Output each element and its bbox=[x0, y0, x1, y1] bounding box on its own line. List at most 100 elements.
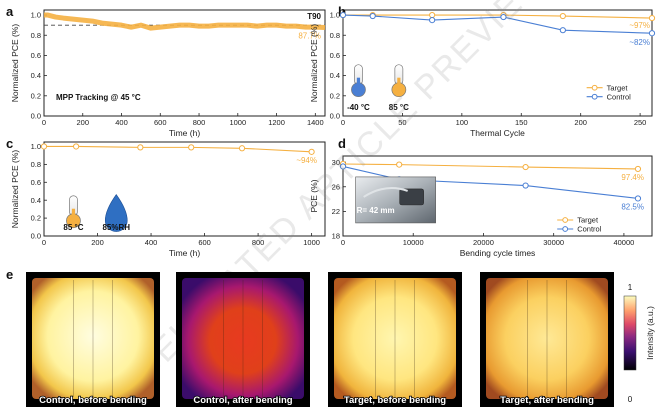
data-point-control bbox=[559, 27, 566, 34]
chart-c: 0 200 400 600 800 1000 0.0 0.2 0.4 0.6 0.8 1.0 Time … bbox=[6, 136, 326, 258]
x-tick-label: 800 bbox=[252, 238, 265, 247]
t90-label: T90 bbox=[307, 12, 321, 21]
y-tick-label: 18 bbox=[332, 232, 340, 241]
y-tick-label: 0.2 bbox=[330, 91, 340, 100]
end-label-control: ~82% bbox=[629, 38, 650, 47]
data-point-target bbox=[238, 145, 246, 152]
panel-label: a bbox=[6, 4, 14, 19]
y-axis-label: Normalized PCE (%) bbox=[10, 150, 20, 229]
data-point-target bbox=[40, 143, 48, 150]
condition-label-temperature: 85 °C bbox=[63, 223, 83, 232]
x-tick-label: 600 bbox=[198, 238, 211, 247]
y-tick-label: 1.0 bbox=[31, 142, 41, 151]
chart-a: 0 200 400 600 800 1000 1200 1400 0.0 0.2 0.4 0.6 0.8… bbox=[6, 4, 326, 138]
data-point-target bbox=[73, 143, 80, 150]
data-point-target bbox=[188, 144, 195, 151]
el-image-caption: Target, before bending bbox=[344, 395, 446, 406]
y-tick-label: 22 bbox=[332, 207, 340, 216]
x-tick-label: 400 bbox=[115, 118, 128, 127]
x-tick-label: 400 bbox=[145, 238, 158, 247]
x-tick-label: 0 bbox=[42, 118, 46, 127]
hot-thermometer-icon bbox=[66, 195, 81, 229]
chart-b: 0 50 100 150 200 250 0.0 0.2 0.4 0.6 0.8 1.0 Thermal… bbox=[309, 4, 656, 138]
x-tick-label: 1400 bbox=[307, 118, 324, 127]
colorbar-max-label: 1 bbox=[628, 283, 633, 292]
thermometer-fluid bbox=[356, 77, 361, 88]
chart-d: 0 10000 20000 30000 40000 18 22 26 30 Bending cyc… bbox=[309, 136, 653, 258]
x-tick-label: 0 bbox=[341, 238, 345, 247]
water-drop-icon bbox=[104, 193, 128, 232]
y-tick-label: 0.2 bbox=[31, 214, 41, 223]
data-point-target bbox=[396, 161, 403, 168]
colorbar-axis-label: Intensity (a.u.) bbox=[645, 306, 655, 360]
plot-frame bbox=[342, 155, 653, 237]
el-image-cell bbox=[486, 278, 608, 399]
y-axis-label: Normalized PCE (%) bbox=[309, 24, 319, 103]
panel-label: d bbox=[338, 136, 346, 151]
x-tick-label: 150 bbox=[515, 118, 528, 127]
x-tick-label: 50 bbox=[398, 118, 406, 127]
panel-label-e: e bbox=[6, 267, 13, 282]
legend-label-target: Target bbox=[607, 83, 629, 92]
x-tick-label: 800 bbox=[193, 118, 206, 127]
y-tick-label: 0.0 bbox=[31, 232, 41, 241]
el-image-4: Target, after bending bbox=[480, 272, 614, 407]
legend-label-target: Target bbox=[577, 216, 599, 225]
el-image-cell bbox=[334, 278, 456, 399]
y-tick-label: 1.0 bbox=[31, 11, 41, 20]
y-tick-label: 0.6 bbox=[31, 51, 41, 60]
panel-label: c bbox=[6, 136, 13, 151]
y-tick-label: 1.0 bbox=[330, 11, 340, 20]
el-image-cell bbox=[32, 278, 154, 399]
series-line-target bbox=[44, 145, 312, 153]
thermometer-fluid bbox=[397, 77, 401, 88]
y-axis-label: PCE (%) bbox=[309, 179, 319, 212]
data-point-control bbox=[339, 11, 347, 19]
temp-label-hot: 85 °C bbox=[389, 103, 409, 112]
mpp-annotation: MPP Tracking @ 45 °C bbox=[56, 93, 141, 102]
legend-marker-target bbox=[591, 84, 598, 91]
data-point-target bbox=[429, 11, 436, 19]
legend-marker-control bbox=[562, 226, 569, 232]
data-point-control bbox=[500, 13, 507, 21]
end-value-label: 87.7% bbox=[298, 31, 321, 40]
el-image-1: Control, before bending bbox=[26, 272, 160, 407]
data-point-target bbox=[648, 14, 656, 22]
y-tick-label: 30 bbox=[332, 158, 340, 167]
series-line-target bbox=[44, 12, 326, 31]
condition-label-humidity: 85%RH bbox=[102, 223, 130, 232]
data-point-control bbox=[634, 195, 642, 202]
x-tick-label: 1000 bbox=[229, 118, 246, 127]
data-point-target bbox=[137, 144, 144, 151]
data-point-target bbox=[559, 12, 566, 20]
x-tick-label: 200 bbox=[91, 238, 104, 247]
data-point-control bbox=[369, 12, 376, 20]
plot-frame bbox=[43, 141, 326, 237]
el-image-3: Target, before bending bbox=[328, 272, 462, 407]
series-line-target bbox=[342, 163, 638, 170]
colorbar-gradient bbox=[623, 295, 637, 371]
series-line-control bbox=[342, 165, 639, 200]
legend-label-control: Control bbox=[577, 225, 602, 234]
el-image-caption: Target, after bending bbox=[500, 395, 594, 406]
data-point-control bbox=[522, 182, 529, 189]
series-line-target bbox=[343, 14, 653, 19]
panel-label: b bbox=[338, 4, 346, 19]
x-tick-label: 250 bbox=[634, 118, 647, 127]
x-axis-label: Time (h) bbox=[169, 128, 200, 138]
photo-bent-sample bbox=[363, 187, 408, 198]
x-tick-label: 600 bbox=[154, 118, 167, 127]
x-tick-label: 40000 bbox=[613, 238, 634, 247]
x-axis-label: Thermal Cycle bbox=[470, 128, 525, 138]
end-label-control: 82.5% bbox=[621, 202, 644, 211]
x-tick-label: 1200 bbox=[268, 118, 285, 127]
data-point-target bbox=[634, 165, 642, 173]
y-tick-label: 0.4 bbox=[31, 196, 41, 205]
y-tick-label: 0.6 bbox=[31, 178, 41, 187]
series-line-control bbox=[342, 14, 653, 34]
end-value-label: ~94% bbox=[296, 156, 317, 165]
cold-thermometer-icon bbox=[351, 64, 366, 98]
x-tick-label: 30000 bbox=[543, 238, 564, 247]
el-image-caption: Control, after bending bbox=[193, 395, 292, 406]
